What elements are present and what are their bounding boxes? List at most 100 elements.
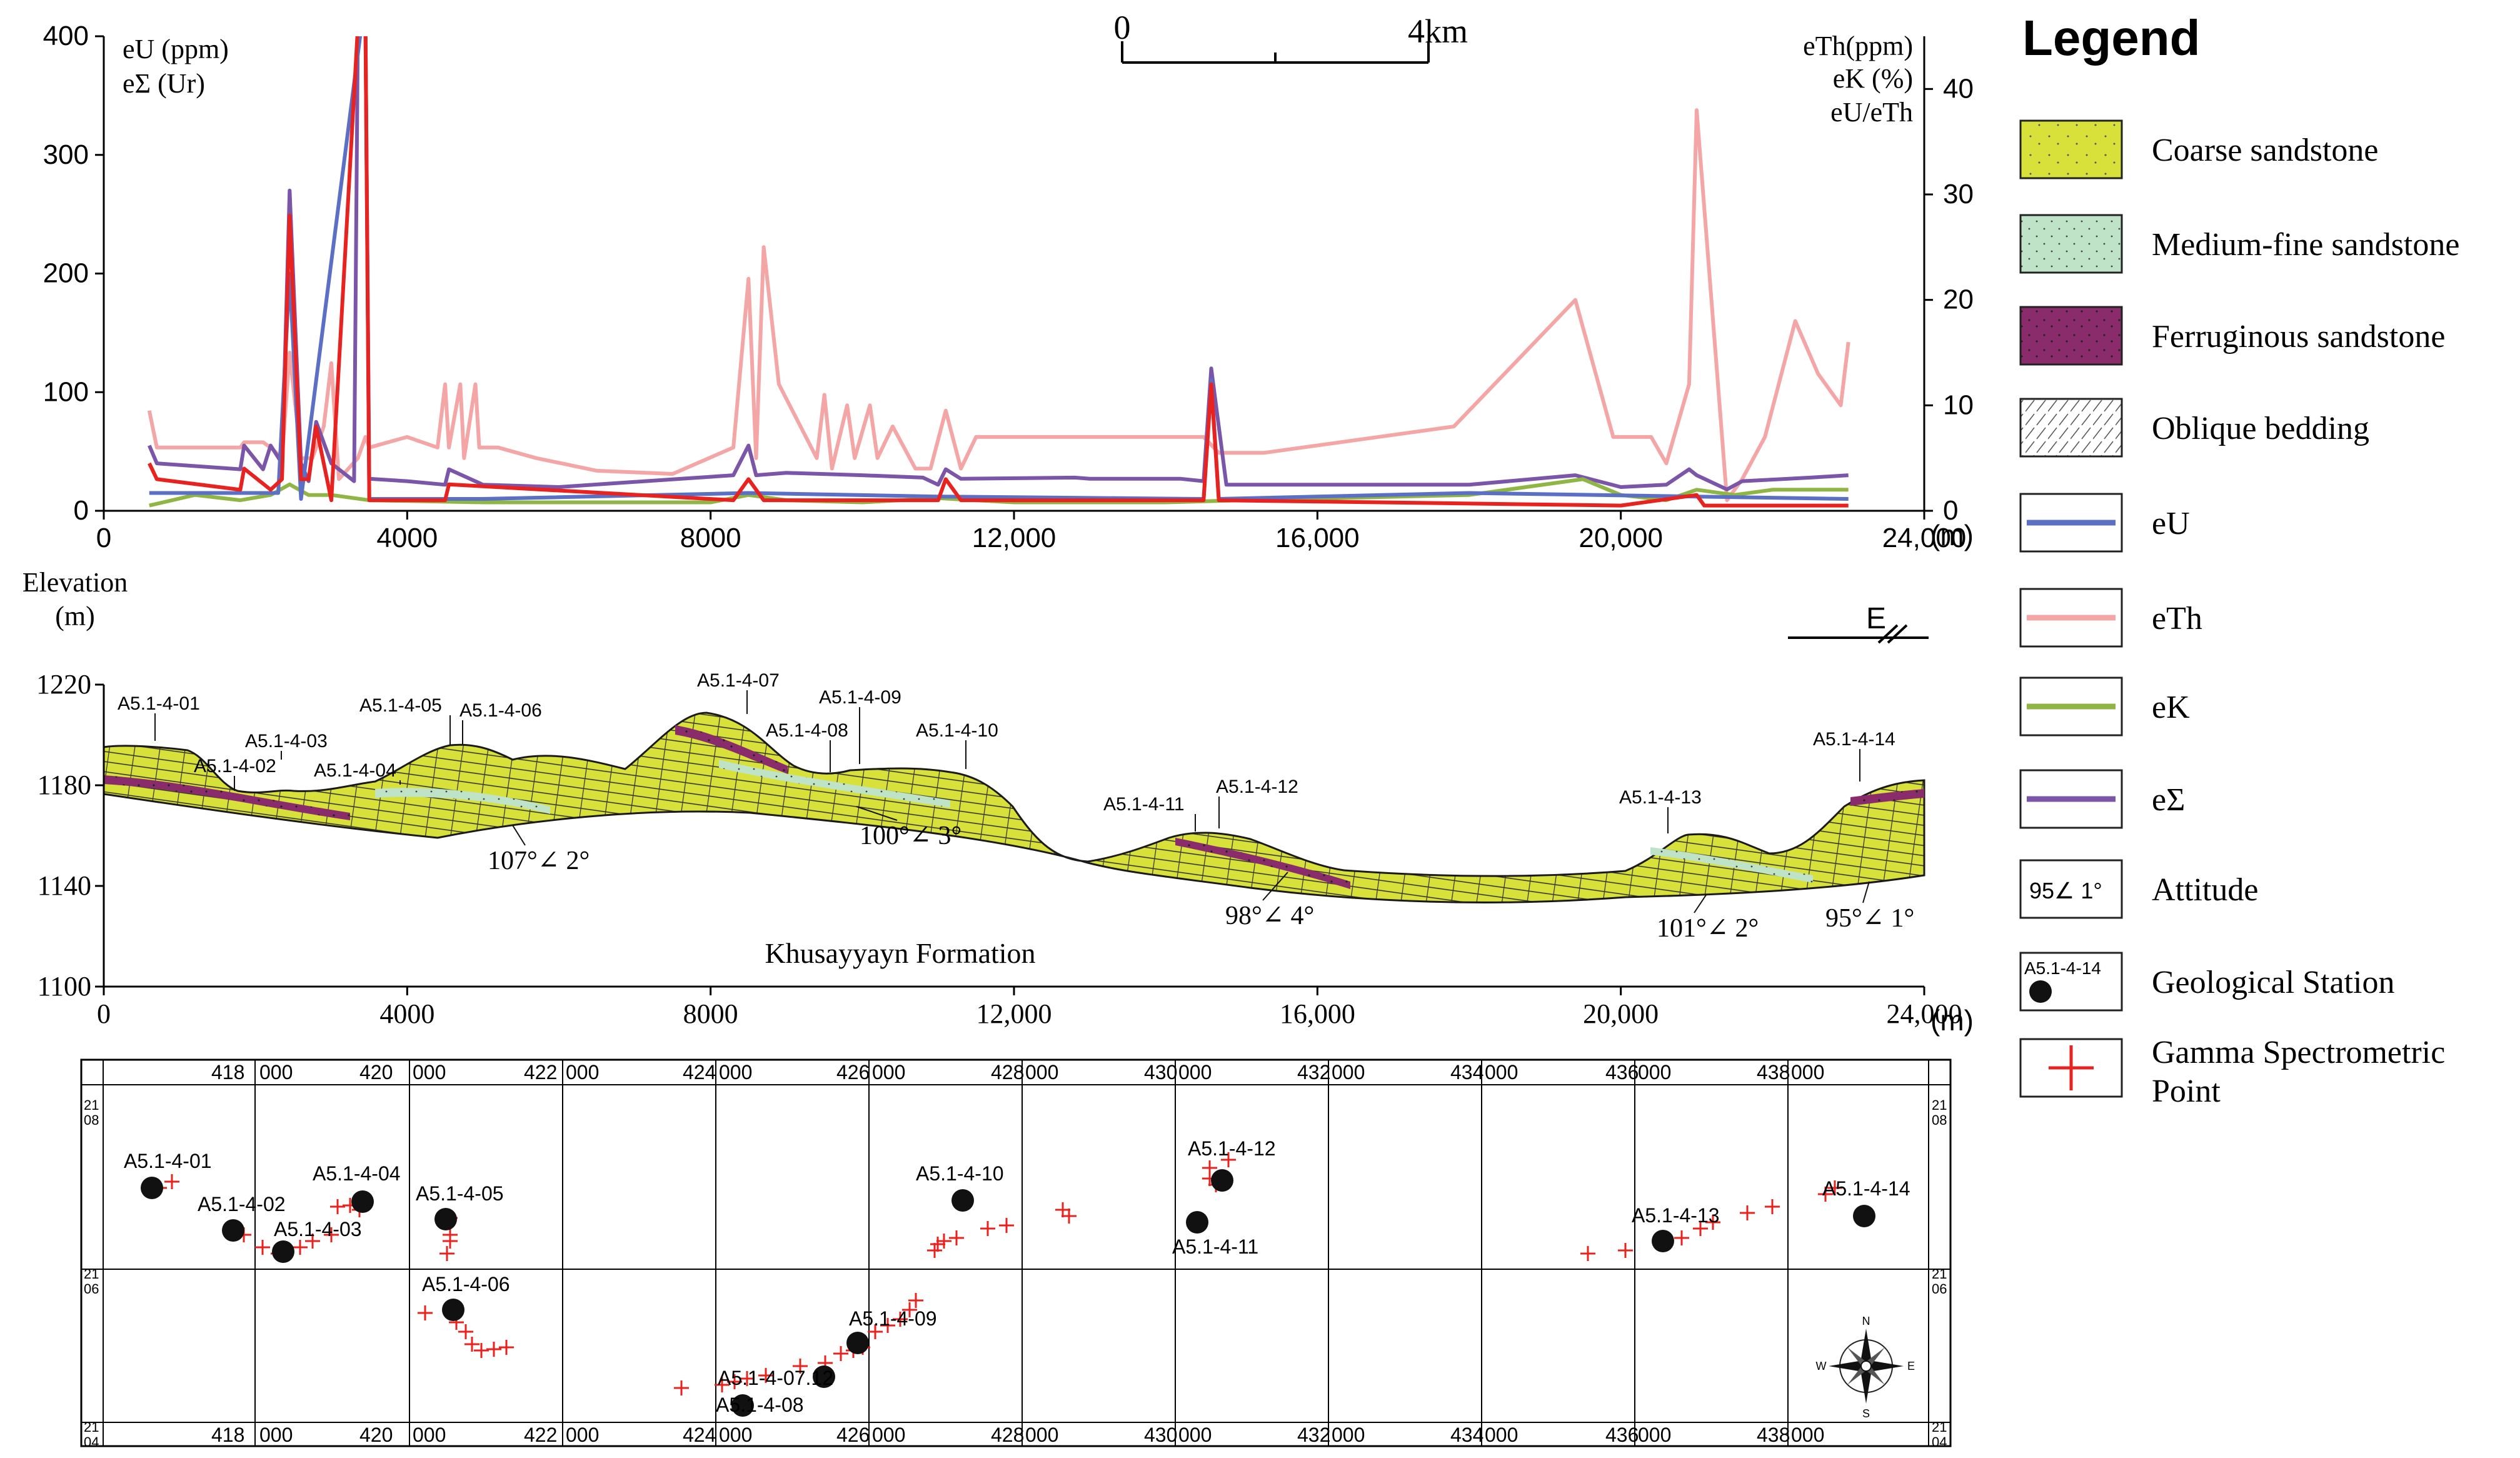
map-x-label-bottom: 426 (836, 1424, 870, 1446)
profile-y-tick-label: 1140 (38, 870, 91, 901)
map-x-label-top: 000 (413, 1061, 446, 1083)
map-x-label-top: 000 (1025, 1061, 1058, 1083)
map-station-dot (351, 1190, 374, 1213)
compass-s: S (1862, 1407, 1870, 1420)
scale-bar: 0 4km (1114, 9, 1468, 64)
profile-x-tick-label: 4000 (379, 998, 434, 1029)
attitude-leader (1694, 893, 1707, 913)
legend-label: Attitude (2152, 872, 2258, 908)
map-x-label-top: 426 (836, 1061, 870, 1083)
map-x-label-bottom: 000 (566, 1424, 599, 1446)
map-y-label: 06 (84, 1281, 99, 1297)
right-tick-label: 40 (1943, 73, 1974, 104)
compass-n: N (1862, 1315, 1870, 1327)
series-e-line (148, 36, 1849, 491)
map-y-label: 21 (84, 1419, 99, 1435)
x-tick-label: 8000 (680, 523, 741, 553)
map-station-dot (434, 1208, 457, 1230)
map-x-label-top: 432 (1297, 1061, 1330, 1083)
attitude-label: 95°∠ 1° (1825, 904, 1914, 933)
profile-station-label: A5.1-4-11 (1103, 794, 1185, 815)
compass-e: E (1907, 1360, 1915, 1372)
legend-label: eTh (2152, 601, 2202, 636)
map-x-label-top: 000 (1791, 1061, 1824, 1083)
direction-label: E (1866, 602, 1886, 635)
profile-station-label: A5.1-4-06 (459, 700, 542, 721)
left-tick-label: 100 (43, 376, 89, 407)
direction-arrow: E (1788, 602, 1929, 644)
profile-station-label: A5.1-4-13 (1619, 787, 1702, 808)
ferruginous-band (675, 725, 788, 774)
map-station-dot (1652, 1230, 1674, 1252)
series-eueth-line (148, 36, 1849, 508)
map-x-label-bottom: 432 (1297, 1424, 1330, 1446)
map-x-label-bottom: 438 (1757, 1424, 1790, 1446)
map-station-label: A5.1-4-08 (716, 1394, 804, 1416)
map-station-dot (141, 1177, 163, 1199)
map-station-dot (222, 1219, 244, 1242)
map-x-label-top: 000 (259, 1061, 293, 1083)
map-x-label-top: 000 (719, 1061, 752, 1083)
attitude-leader (1262, 872, 1288, 901)
profile-station-label: A5.1-4-09 (819, 687, 901, 708)
legend-label: Ferruginous sandstone (2152, 319, 2445, 354)
map-y-label: 08 (1932, 1112, 1947, 1128)
legend-swatch (2019, 214, 2123, 274)
x-tick-label: 24,000 (1882, 523, 1967, 553)
map-station-label: A5.1-4-01 (124, 1150, 212, 1172)
map-x-label-bottom: 000 (719, 1424, 752, 1446)
left-tick-label: 200 (43, 258, 89, 289)
map-y-label: 21 (84, 1266, 99, 1282)
map-station-dot (1211, 1169, 1233, 1192)
map-y-label: 21 (1932, 1419, 1947, 1435)
legend-label: eU (2152, 506, 2190, 541)
map-station-label: A5.1-4-06 (422, 1273, 510, 1295)
map-x-label-bottom: 000 (1638, 1424, 1671, 1446)
map-station-label: A5.1-4-02 (198, 1193, 286, 1215)
map-x-label-bottom: 418 (211, 1424, 244, 1446)
map-station-label: A5.1-4-07.12 (718, 1367, 833, 1389)
x-tick-label: 4000 (376, 523, 438, 553)
scale-bar-start: 0 (1114, 9, 1131, 46)
profile-station-label: A5.1-4-14 (1813, 729, 1895, 750)
x-tick-label: 16,000 (1275, 523, 1360, 553)
left-tick-label: 300 (43, 139, 89, 170)
profile-x-tick-label: 20,000 (1583, 998, 1659, 1029)
map-x-label-bottom: 000 (413, 1424, 446, 1446)
map-x-label-top: 000 (566, 1061, 599, 1083)
profile-x-tick-label: 16,000 (1280, 998, 1355, 1029)
profile-x-tick-label: 24,000 (1887, 998, 1962, 1029)
map-station-dot (846, 1332, 869, 1354)
attitude-leader (856, 806, 898, 821)
top-x-unit: (m) (1930, 519, 1974, 551)
legend-station-symbol: A5.1-4-14 (2024, 958, 2101, 978)
map-x-label-top: 418 (211, 1061, 244, 1083)
attitude-leader (1862, 881, 1870, 903)
map-y-label: 21 (1932, 1097, 1947, 1113)
map-station-label: A5.1-4-09 (849, 1307, 937, 1330)
map-x-label-top: 000 (872, 1061, 905, 1083)
left-tick-label: 400 (43, 21, 89, 51)
map-station-dot (951, 1189, 974, 1212)
legend-label: Coarse sandstone (2152, 133, 2378, 168)
profile-x-tick-label: 8000 (683, 998, 738, 1029)
legend-label: eΣ (2152, 782, 2185, 818)
map-x-label-top: 000 (1485, 1061, 1518, 1083)
x-tick-label: 12,000 (972, 523, 1057, 553)
legend-swatch (2019, 119, 2123, 179)
x-tick-label: 20,000 (1579, 523, 1663, 553)
legend-label: eK (2152, 690, 2190, 725)
map-x-label-bottom: 424 (683, 1424, 716, 1446)
profile-station-label: A5.1-4-04 (314, 760, 396, 781)
ferruginous-band (1850, 789, 1924, 806)
legend-label: Oblique bedding (2152, 411, 2369, 446)
map-x-label-top: 434 (1450, 1061, 1483, 1083)
location-map: 4184180000004204200000004224220000004244… (80, 1058, 1952, 1450)
map-station-label: A5.1-4-14 (1822, 1177, 1910, 1200)
map-x-label-top: 438 (1757, 1061, 1790, 1083)
map-x-label-bottom: 430 (1144, 1424, 1177, 1446)
cross-section: Elevation (m) 1220 1180 1140 1100 0 4000 8000… (23, 567, 1974, 1037)
map-x-label-bottom: 428 (991, 1424, 1024, 1446)
map-x-label-top: 428 (991, 1061, 1024, 1083)
